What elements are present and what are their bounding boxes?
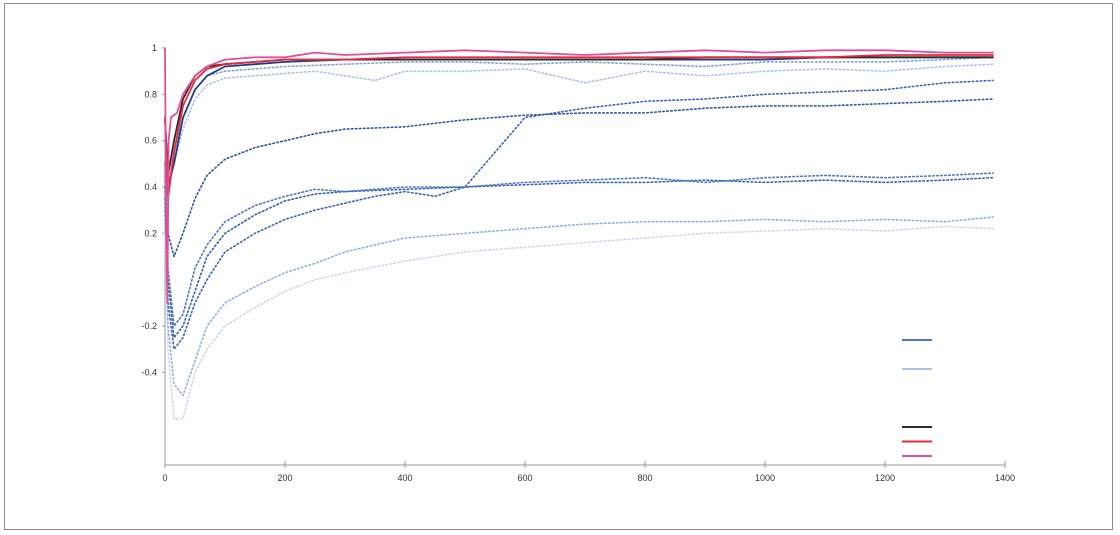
series-line-12: [164, 47, 994, 304]
series-line-9: [164, 56, 994, 188]
series-line-8: [164, 56, 994, 188]
y-tick-label: 0.2: [144, 228, 157, 238]
series-line-5: [164, 172, 994, 327]
legend: [902, 339, 932, 457]
x-tick-label: 1400: [995, 473, 1015, 483]
y-tick-label: -0.4: [141, 367, 157, 377]
series-line-1: [164, 225, 994, 420]
x-tick-label: 400: [397, 473, 412, 483]
series-line-7: [164, 63, 994, 188]
x-tick-label: 1200: [875, 473, 895, 483]
y-tick-label: 0.4: [144, 182, 157, 192]
x-tick-label: 0: [162, 473, 167, 483]
y-tick-label: 0.6: [144, 136, 157, 146]
series-line-4: [164, 176, 994, 339]
y-tick-labels: 1 0.8 0.6 0.4 0.2 -0.2 -0.4: [141, 43, 165, 377]
series-line-3: [164, 79, 994, 351]
series-layer: [164, 47, 994, 420]
y-tick-label: 0.8: [144, 89, 157, 99]
y-tick-label: 1: [152, 43, 157, 53]
x-tick-label: 800: [637, 473, 652, 483]
x-tick-label: 600: [517, 473, 532, 483]
series-line-6: [164, 98, 994, 258]
x-tick-labels: 0 200 400 600 800 1000 1200 1400: [162, 461, 1015, 483]
series-line-11: [164, 54, 994, 200]
y-tick-label: -0.2: [141, 321, 157, 331]
axes: [164, 48, 1005, 466]
x-tick-label: 200: [277, 473, 292, 483]
series-line-10: [164, 56, 994, 177]
series-line-2: [164, 209, 994, 397]
x-tick-label: 1000: [755, 473, 775, 483]
